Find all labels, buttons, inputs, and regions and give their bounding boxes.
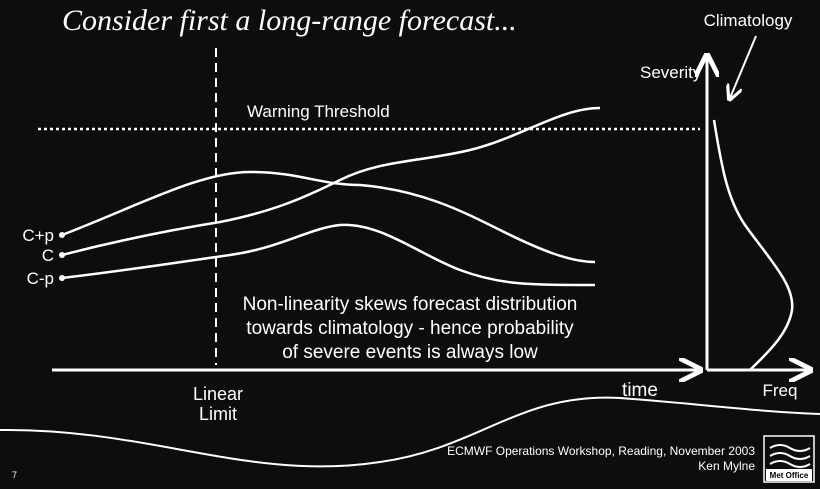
title: Consider first a long-range forecast... xyxy=(62,4,517,37)
logo-waves xyxy=(769,444,811,468)
threshold-label: Warning Threshold xyxy=(247,102,390,121)
footer-author: Ken Mylne xyxy=(698,459,755,473)
freq-label: Freq xyxy=(763,381,798,400)
climatology-pointer xyxy=(730,35,757,98)
forecast-curve xyxy=(61,223,596,287)
page-number: 7 xyxy=(12,470,17,480)
climatology-label: Climatology xyxy=(704,11,793,30)
scenario-label: C xyxy=(42,246,54,265)
severity-label: Severity xyxy=(640,63,702,82)
note: Non-linearity skews forecast distributio… xyxy=(243,294,578,315)
scenario-label: C-p xyxy=(27,269,54,288)
linear-limit-label: Limit xyxy=(199,404,237,424)
climatology-curve xyxy=(712,119,794,371)
start-point xyxy=(59,275,65,281)
start-point xyxy=(59,232,65,238)
footer-event: ECMWF Operations Workshop, Reading, Nove… xyxy=(447,444,755,458)
logo-text: Met Office xyxy=(770,471,809,480)
linear-limit-label: Linear xyxy=(193,384,243,404)
note: towards climatology - hence probability xyxy=(246,318,574,339)
forecast-curve xyxy=(61,170,596,264)
scenario-label: C+p xyxy=(22,226,54,245)
logo-box xyxy=(763,435,815,483)
note: of severe events is always low xyxy=(282,342,538,363)
forecast-curve xyxy=(61,106,601,257)
logo-band xyxy=(766,469,812,481)
time-label: time xyxy=(622,380,658,401)
footer-wave xyxy=(0,396,820,468)
start-point xyxy=(59,252,65,258)
